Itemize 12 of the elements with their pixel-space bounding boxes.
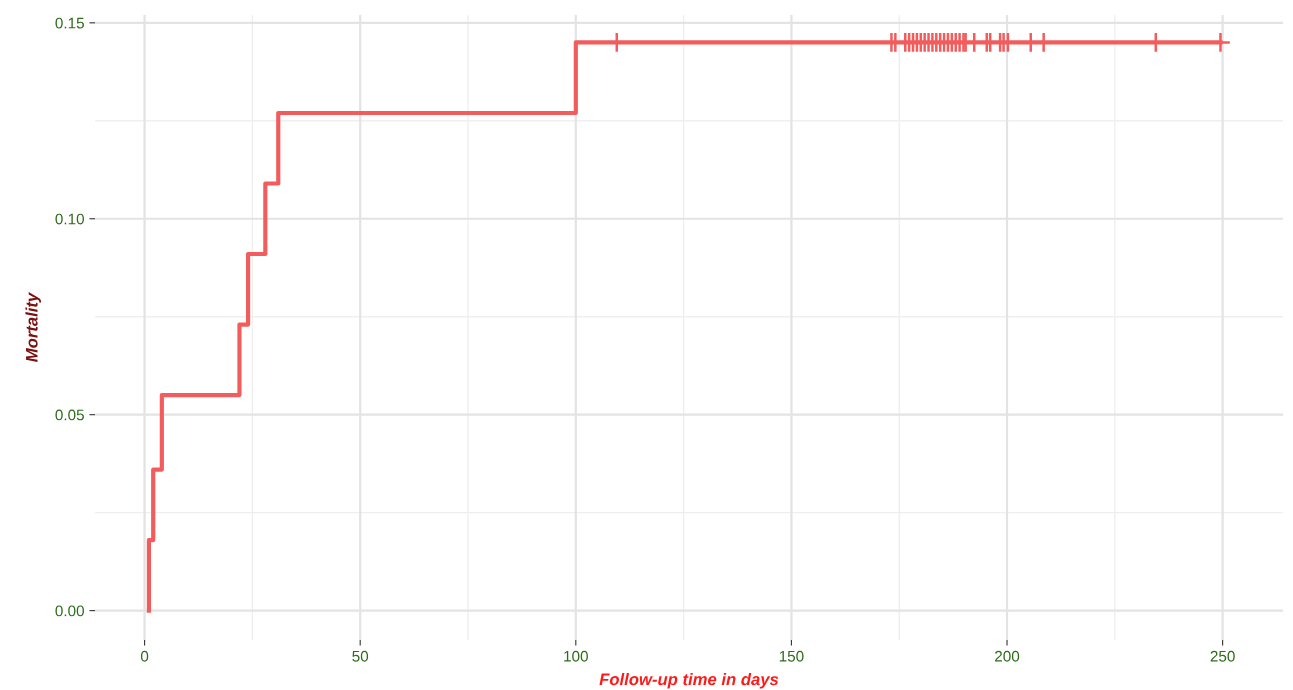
- x-tick-label: 200: [995, 650, 1020, 662]
- x-tick-label: 100: [564, 650, 588, 662]
- y-tick-label: 0.15: [55, 17, 84, 29]
- x-tick-label: 250: [1210, 650, 1235, 662]
- x-tick-label: 150: [779, 650, 804, 662]
- y-axis-title: Mortality: [25, 292, 41, 362]
- y-tick-label: 0.10: [55, 213, 84, 225]
- x-tick-label: 50: [352, 650, 369, 662]
- y-tick-label: 0.00: [55, 605, 84, 617]
- y-tick-label: 0.05: [55, 409, 84, 421]
- x-tick-label: 0: [140, 650, 149, 662]
- x-axis-title: Follow-up time in days: [599, 672, 779, 689]
